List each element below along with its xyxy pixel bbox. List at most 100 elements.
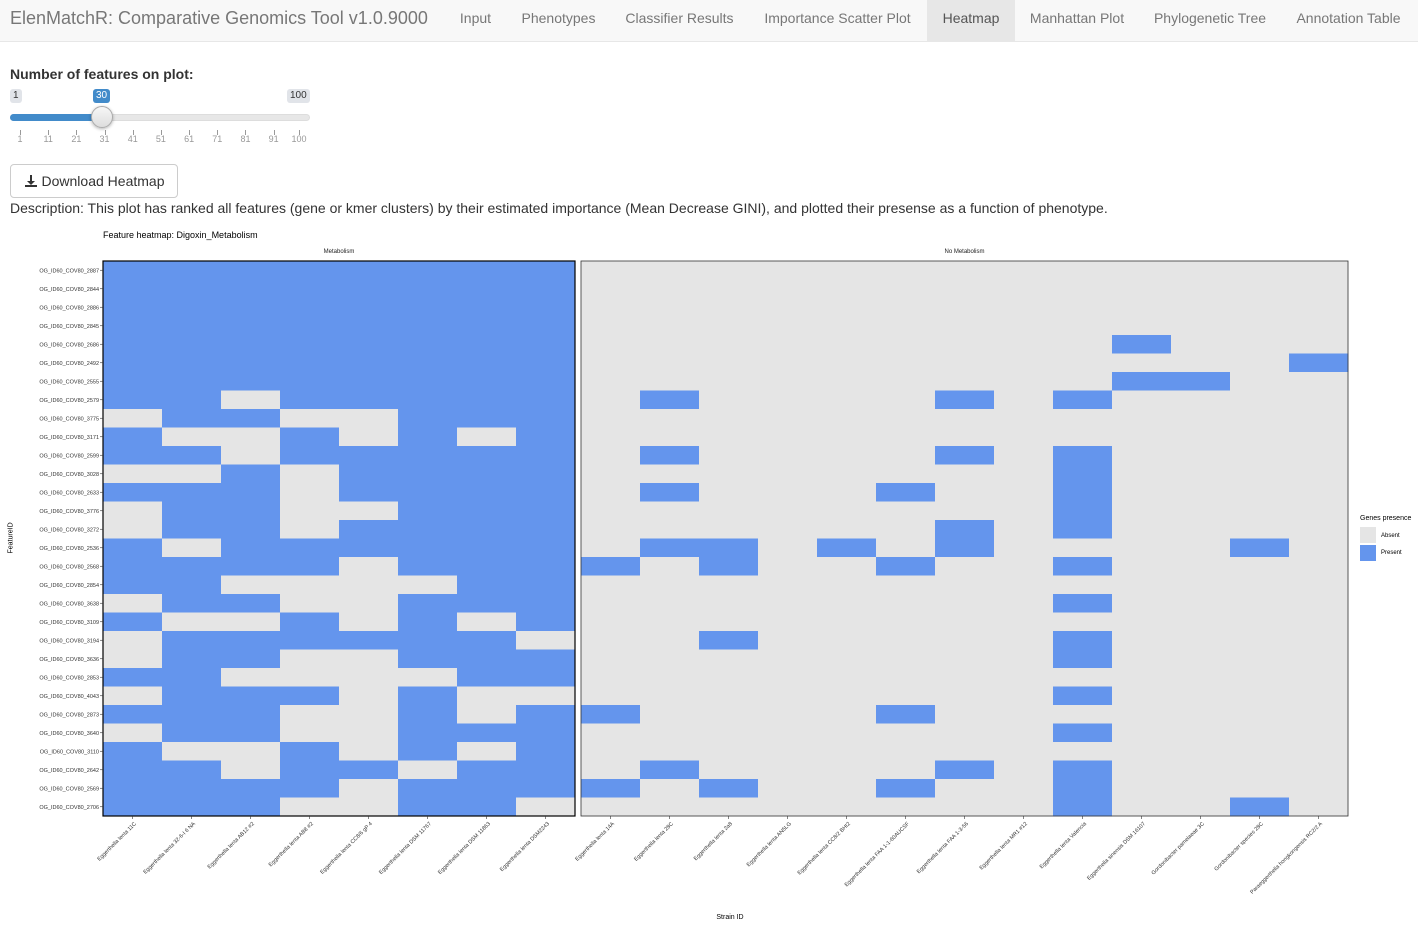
heatmap-cell — [103, 760, 163, 780]
heatmap-cell — [699, 390, 759, 410]
y-tick-label: OG_ID60_COV80_2599 — [39, 453, 99, 459]
heatmap-cell — [339, 353, 399, 373]
heatmap-cell — [758, 723, 818, 743]
tab-classifier-results[interactable]: Classifier Results — [625, 10, 734, 26]
heatmap-cell — [1171, 501, 1231, 521]
tab-input[interactable]: Input — [459, 10, 492, 26]
heatmap-cell — [1053, 464, 1113, 484]
heatmap-cell — [699, 446, 759, 465]
heatmap-cell — [221, 501, 281, 521]
heatmap-cell — [516, 409, 576, 428]
heatmap-cell — [817, 575, 877, 595]
tab-manhattan-plot[interactable]: Manhattan Plot — [1029, 10, 1125, 26]
heatmap-cell — [994, 298, 1054, 317]
heatmap-cell — [1289, 649, 1349, 669]
heatmap-cell — [1112, 779, 1172, 798]
heatmap-cell — [162, 594, 222, 613]
heatmap-cell — [758, 409, 818, 428]
slider-fill — [10, 114, 102, 121]
heatmap-cell — [339, 631, 399, 650]
heatmap-cell — [994, 409, 1054, 428]
heatmap-cell — [994, 353, 1054, 373]
heatmap-cell — [339, 612, 399, 632]
heatmap-cell — [640, 353, 700, 373]
heatmap-cell — [280, 649, 340, 669]
heatmap-cell — [221, 427, 281, 447]
heatmap-cell — [994, 501, 1054, 521]
heatmap-cell — [162, 501, 222, 521]
heatmap-cell — [280, 742, 340, 761]
heatmap-cell — [876, 409, 936, 428]
x-tick-label: Eggerthella lenta DSM2243 — [499, 821, 551, 873]
heatmap-cell — [581, 575, 641, 595]
heatmap-cell — [221, 631, 281, 650]
heatmap-cell — [221, 335, 281, 354]
heatmap-cell — [1230, 464, 1290, 484]
plot-title: Feature heatmap: Digoxin_Metabolism — [103, 230, 258, 240]
heatmap-cell — [994, 631, 1054, 650]
heatmap-cell — [581, 723, 641, 743]
slider-tick-label: 81 — [240, 134, 251, 144]
heatmap-cell — [280, 316, 340, 336]
heatmap-cell — [699, 668, 759, 687]
heatmap-cell — [103, 390, 163, 410]
heatmap-cell — [640, 538, 700, 558]
tab-phylogenetic-tree[interactable]: Phylogenetic Tree — [1153, 10, 1267, 26]
heatmap-cell — [280, 668, 340, 687]
heatmap-cell — [162, 446, 222, 465]
heatmap-cell — [581, 390, 641, 410]
heatmap-cell — [994, 612, 1054, 632]
heatmap-cell — [935, 575, 995, 595]
heatmap-cell — [1171, 409, 1231, 428]
heatmap-cell — [581, 353, 641, 373]
heatmap-cell — [1112, 483, 1172, 502]
heatmap-cell — [516, 483, 576, 502]
heatmap-cell — [640, 316, 700, 336]
download-heatmap-button[interactable]: Download Heatmap — [10, 164, 178, 198]
tab-annotation-table[interactable]: Annotation Table — [1296, 10, 1401, 26]
heatmap-cell — [1171, 575, 1231, 595]
heatmap-cell — [935, 612, 995, 632]
heatmap-cell — [162, 520, 222, 539]
slider-handle[interactable] — [91, 106, 113, 128]
heatmap-cell — [876, 520, 936, 539]
heatmap-cell — [699, 501, 759, 521]
heatmap-cell — [103, 797, 163, 817]
heatmap-cell — [817, 483, 877, 502]
heatmap-cell — [1171, 723, 1231, 743]
y-tick-label: OG_ID60_COV80_2686 — [39, 342, 99, 348]
heatmap-cell — [699, 353, 759, 373]
heatmap-cell — [994, 335, 1054, 354]
heatmap-cell — [640, 501, 700, 521]
heatmap-cell — [1171, 464, 1231, 484]
heatmap-cell — [1230, 335, 1290, 354]
y-tick-label: OG_ID60_COV80_2568 — [39, 564, 99, 570]
tab-phenotypes[interactable]: Phenotypes — [521, 10, 596, 26]
heatmap-cell — [640, 594, 700, 613]
heatmap-cell — [398, 279, 458, 299]
heatmap-cell — [103, 261, 163, 280]
heatmap-cell — [516, 742, 576, 761]
heatmap-cell — [876, 723, 936, 743]
heatmap-cell — [1230, 705, 1290, 724]
panel-background — [103, 261, 575, 816]
heatmap-cell — [640, 631, 700, 650]
heatmap-cell — [398, 649, 458, 669]
heatmap-cell — [817, 446, 877, 465]
heatmap-cell — [581, 464, 641, 484]
heatmap-cell — [758, 261, 818, 280]
heatmap-cell — [876, 797, 936, 817]
heatmap-cell — [699, 723, 759, 743]
tab-importance-scatter-plot[interactable]: Importance Scatter Plot — [764, 10, 911, 26]
heatmap-cell — [1230, 686, 1290, 706]
heatmap-cell — [817, 464, 877, 484]
heatmap-cell — [935, 742, 995, 761]
heatmap-cell — [581, 520, 641, 539]
heatmap-cell — [581, 316, 641, 336]
heatmap-cell — [1289, 668, 1349, 687]
tab-heatmap[interactable]: Heatmap — [927, 0, 1015, 42]
heatmap-cell — [640, 298, 700, 317]
heatmap-cell — [876, 760, 936, 780]
heatmap-cell — [1053, 779, 1113, 798]
heatmap-cell — [935, 501, 995, 521]
